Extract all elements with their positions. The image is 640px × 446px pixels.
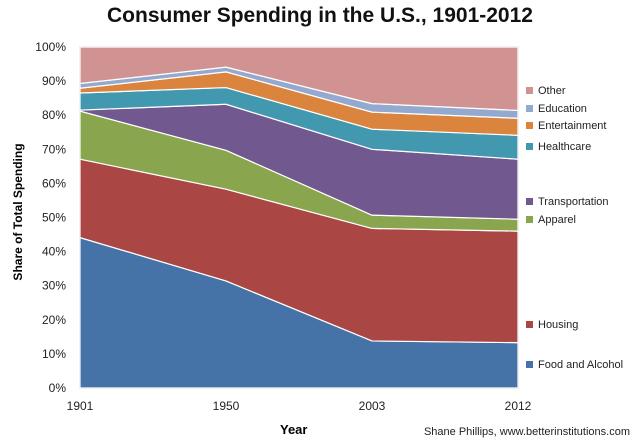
legend-label: Transportation (538, 196, 609, 208)
y-tick-label: 100% (35, 40, 66, 54)
x-tick-label: 1950 (213, 399, 240, 413)
legend-label: Education (538, 103, 587, 115)
chart-title: Consumer Spending in the U.S., 1901-2012 (107, 4, 533, 27)
legend-marker (526, 143, 533, 150)
y-tick-label: 70% (42, 142, 66, 156)
y-tick-label: 20% (42, 313, 66, 327)
legend-label: Healthcare (538, 141, 591, 153)
legend-label: Food and Alcohol (538, 359, 623, 371)
y-tick-label: 50% (42, 211, 66, 225)
y-tick-label: 80% (42, 108, 66, 122)
y-tick-label: 60% (42, 176, 66, 190)
legend-marker (526, 321, 533, 328)
legend-marker (526, 87, 533, 94)
area-other (79, 46, 519, 112)
y-tick-label: 40% (42, 245, 66, 259)
x-tick-label: 2012 (505, 399, 532, 413)
legend-label: Apparel (538, 214, 576, 226)
legend-label: Other (538, 85, 566, 97)
credit: Shane Phillips, www.betterinstitutions.c… (423, 426, 630, 438)
y-tick-label: 0% (49, 381, 67, 395)
legend-marker (526, 122, 533, 129)
y-tick-label: 10% (42, 347, 66, 361)
y-tick-label: 30% (42, 279, 66, 293)
x-tick-label: 1901 (67, 399, 94, 413)
legend-marker (526, 361, 533, 368)
legend-label: Housing (538, 319, 578, 331)
legend-marker (526, 198, 533, 205)
legend-marker (526, 216, 533, 223)
x-tick-label: 2003 (359, 399, 386, 413)
x-axis-label: Year (280, 422, 308, 437)
legend-marker (526, 105, 533, 112)
legend-label: Entertainment (538, 120, 606, 132)
y-tick-label: 90% (42, 74, 66, 88)
